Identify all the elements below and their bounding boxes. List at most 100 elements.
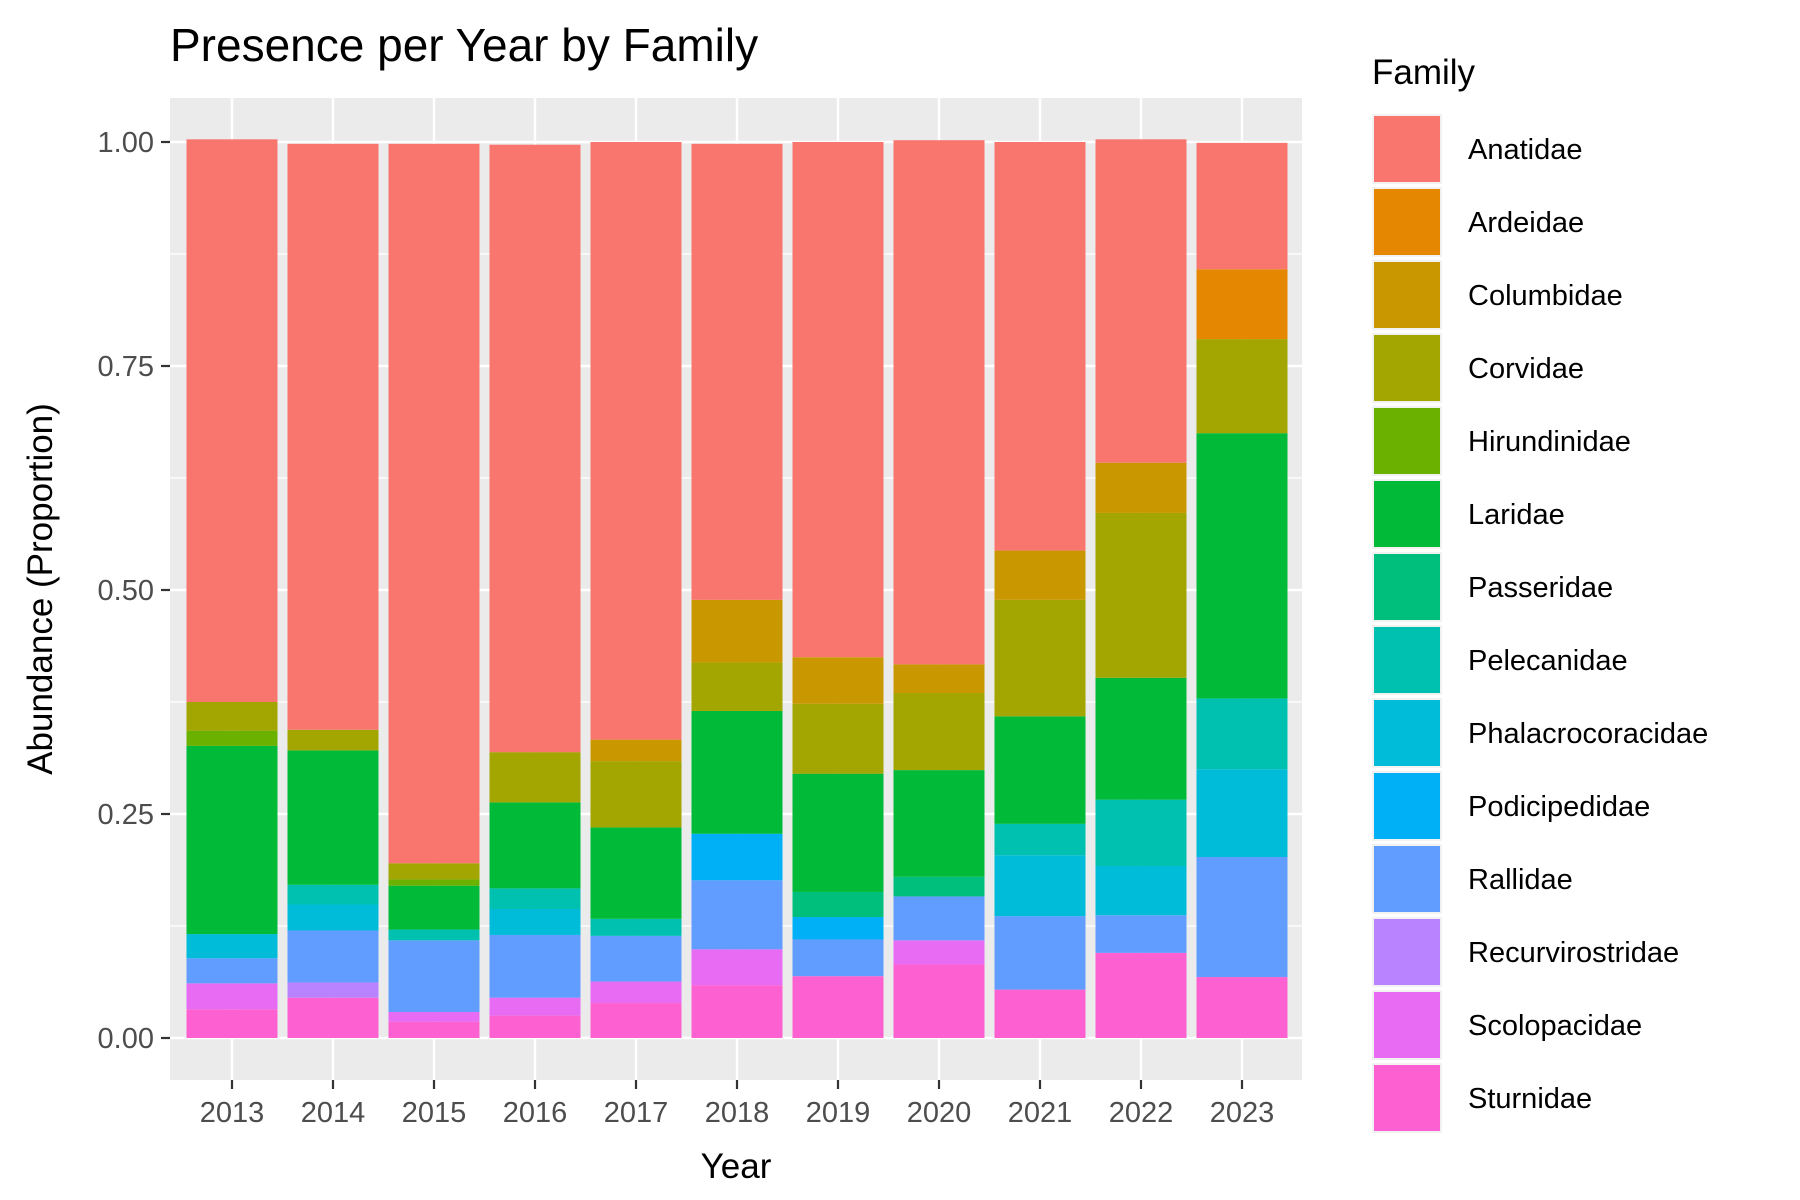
- bar-segment: [590, 739, 682, 762]
- legend-swatch: [1374, 408, 1440, 474]
- legend-swatch: [1374, 700, 1440, 766]
- bar-segment: [186, 745, 278, 935]
- legend-swatch: [1374, 1065, 1440, 1131]
- bar-segment: [489, 908, 581, 935]
- legend-swatch: [1374, 992, 1440, 1058]
- bar-segment: [792, 939, 884, 977]
- bar-segment: [691, 710, 783, 834]
- x-tick-label: 2018: [705, 1097, 770, 1129]
- bar-segment: [388, 143, 480, 864]
- legend-label: Scolopacidae: [1468, 1010, 1642, 1042]
- legend-swatch: [1374, 846, 1440, 912]
- bar-segment: [1095, 865, 1187, 916]
- bar-segment: [1196, 433, 1288, 699]
- bar-segment: [893, 896, 985, 941]
- bar-segment: [691, 662, 783, 711]
- legend-label: Passeridae: [1468, 572, 1613, 604]
- bar-segment: [287, 997, 379, 1038]
- bar-segment: [1196, 857, 1288, 978]
- bars: [186, 139, 1288, 1038]
- bar-segment: [1196, 698, 1288, 770]
- x-tick-label: 2019: [806, 1097, 871, 1129]
- bar-segment: [1095, 799, 1187, 866]
- bar-segment: [994, 916, 1086, 990]
- bar-segment: [489, 888, 581, 909]
- bar-segment: [287, 884, 379, 905]
- y-tick-label: 0.50: [98, 575, 154, 607]
- legend-label: Podicipedidae: [1468, 791, 1650, 823]
- x-tick-label: 2015: [402, 1097, 467, 1129]
- bar-segment: [489, 144, 581, 753]
- bar-segment: [287, 750, 379, 885]
- bar-segment: [994, 599, 1086, 717]
- legend-swatch: [1374, 262, 1440, 328]
- bar-segment: [893, 940, 985, 965]
- bar-segment: [287, 143, 379, 730]
- bar-segment: [994, 716, 1086, 824]
- bar-segment: [1095, 915, 1187, 953]
- bar-segment: [590, 827, 682, 919]
- x-tick-label: 2020: [907, 1097, 972, 1129]
- bar-segment: [489, 997, 581, 1016]
- bar-segment: [489, 934, 581, 998]
- bar-segment: [1196, 142, 1288, 270]
- bar-segment: [893, 693, 985, 771]
- bar-segment: [691, 143, 783, 600]
- x-tick-label: 2022: [1109, 1097, 1174, 1129]
- bar-segment: [893, 770, 985, 877]
- legend-label: Corvidae: [1468, 353, 1584, 385]
- y-tick-label: 1.00: [98, 127, 154, 159]
- legend-label: Sturnidae: [1468, 1083, 1592, 1115]
- legend-label: Pelecanidae: [1468, 645, 1628, 677]
- bar-segment: [489, 1015, 581, 1038]
- bar-segment: [691, 880, 783, 950]
- legend-title: Family: [1372, 53, 1476, 92]
- bar-segment: [1095, 952, 1187, 1038]
- bar-segment: [792, 891, 884, 918]
- legend-label: Rallidae: [1468, 864, 1573, 896]
- bar-segment: [388, 879, 480, 886]
- legend-swatch: [1374, 189, 1440, 255]
- bar-segment: [893, 664, 985, 694]
- bar-segment: [691, 949, 783, 986]
- y-tick-label: 0.25: [98, 799, 154, 831]
- bar-segment: [287, 904, 379, 931]
- x-tick-label: 2021: [1008, 1097, 1073, 1129]
- bar-segment: [994, 550, 1086, 600]
- x-tick-label: 2014: [301, 1097, 366, 1129]
- x-tick-label: 2013: [200, 1097, 265, 1129]
- bar-segment: [590, 918, 682, 936]
- bar-segment: [388, 1012, 480, 1022]
- bar-segment: [691, 599, 783, 663]
- x-tick-label: 2017: [604, 1097, 669, 1129]
- bar-segment: [994, 142, 1086, 551]
- x-tick-label: 2023: [1210, 1097, 1275, 1129]
- legend-label: Ardeidae: [1468, 207, 1584, 239]
- chart-title: Presence per Year by Family: [170, 19, 758, 71]
- axes: 0.00 0.25 0.50 0.75 1.00 2013 2014 2015 2016 2017…: [98, 127, 1275, 1129]
- y-tick-label: 0.00: [98, 1023, 154, 1055]
- bar-segment: [590, 981, 682, 1004]
- x-axis-title: Year: [701, 1147, 772, 1186]
- bar-segment: [691, 833, 783, 881]
- legend-swatch: [1374, 554, 1440, 620]
- legend-label: Columbidae: [1468, 280, 1623, 312]
- bar-segment: [893, 964, 985, 1038]
- legend-label: Recurvirostridae: [1468, 937, 1679, 969]
- bar-segment: [792, 976, 884, 1038]
- bar-segment: [1095, 139, 1187, 463]
- legend-swatch: [1374, 116, 1440, 182]
- bar-segment: [590, 142, 682, 740]
- bar-segment: [186, 958, 278, 984]
- bar-segment: [1196, 769, 1288, 858]
- bar-segment: [1095, 512, 1187, 678]
- bar-segment: [792, 917, 884, 940]
- legend-label: Laridae: [1468, 499, 1565, 531]
- bar-segment: [388, 1021, 480, 1038]
- bar-segment: [994, 855, 1086, 917]
- bar-segment: [1196, 977, 1288, 1038]
- bar-segment: [186, 702, 278, 731]
- bar-segment: [489, 802, 581, 889]
- bar-segment: [590, 935, 682, 982]
